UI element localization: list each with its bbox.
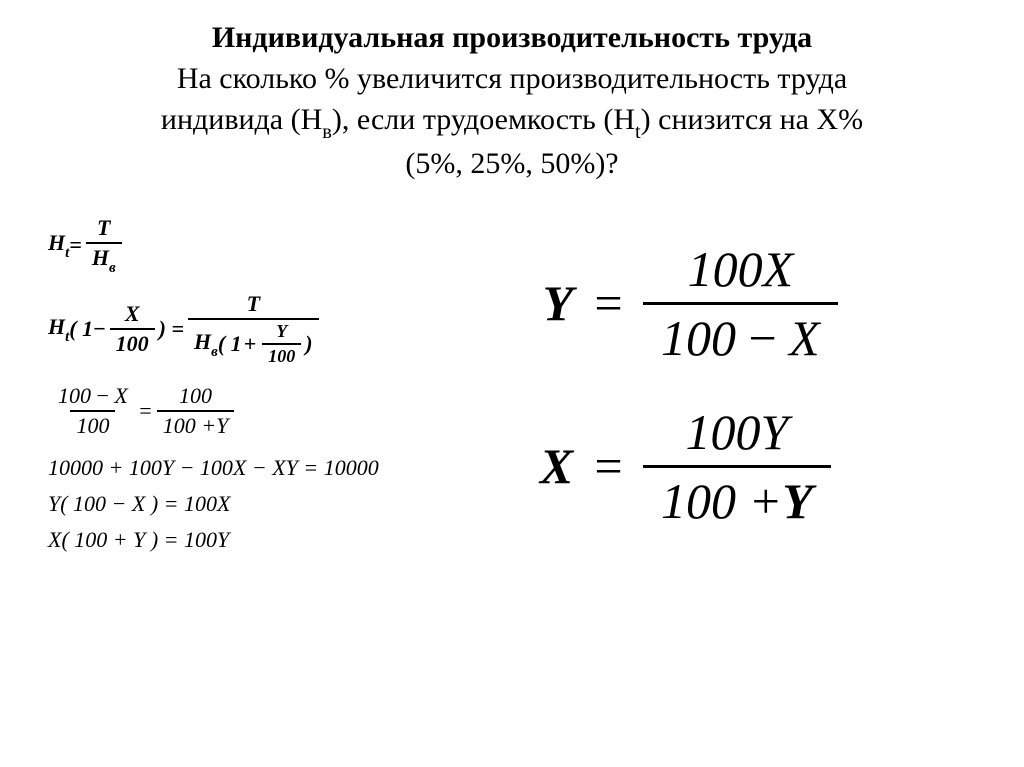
page-title: Индивидуальная производительность труда <box>40 18 984 57</box>
equation-1: Ht = T Hв <box>48 215 483 275</box>
eq2-ht: Ht <box>48 314 69 344</box>
eq2-rhs-fraction: T Hв ( 1 + Y 100 ) <box>188 291 319 367</box>
eq1-ht: Ht <box>48 230 69 260</box>
eq2-close-eq: ) = <box>159 316 184 342</box>
result-column: Y = 100X 100 − X X = 100Y 100 +Y <box>483 215 984 566</box>
eq1-equals: = <box>69 232 82 258</box>
eq3-lhs-frac: 100 − X 100 <box>52 383 134 439</box>
eq2-open: ( 1 <box>69 316 93 342</box>
result-x-fraction: 100Y 100 +Y <box>643 403 831 530</box>
result-y-equals: = <box>591 274 625 332</box>
subtitle-line-2b: ), если трудоемкость (Н <box>332 103 635 136</box>
eq2-frac-x: X 100 <box>110 301 155 357</box>
equation-3: 100 − X 100 = 100 100 +Y <box>48 383 483 439</box>
subscript-t: t <box>635 121 641 143</box>
subtitle-line-3: (5%, 25%, 50%)? <box>405 147 618 180</box>
result-x-equals: = <box>591 437 625 495</box>
result-y-fraction: 100X 100 − X <box>643 240 838 367</box>
subtitle-line-2c: ) снизится на X% <box>641 103 863 136</box>
subtitle-line-1: На сколько % увеличится производительнос… <box>177 62 847 95</box>
result-equation-y: Y = 100X 100 − X <box>493 240 984 367</box>
eq1-fraction: T Hв <box>86 215 122 275</box>
derivation-column: Ht = T Hв Ht ( 1 − X 100 ) = T <box>40 215 483 566</box>
eq3-equals: = <box>138 398 153 424</box>
subtitle-line-2a: индивида (Н <box>161 103 322 136</box>
content-area: Ht = T Hв Ht ( 1 − X 100 ) = T <box>40 215 984 566</box>
eq2-minus: − <box>93 316 106 342</box>
result-y-lhs: Y <box>493 274 573 332</box>
equation-5: Y( 100 − X ) = 100X <box>48 491 483 517</box>
result-equation-x: X = 100Y 100 +Y <box>493 403 984 530</box>
subscript-v: в <box>322 121 332 143</box>
equation-2: Ht ( 1 − X 100 ) = T Hв ( 1 + Y <box>48 291 483 367</box>
eq3-rhs-frac: 100 100 +Y <box>157 383 235 439</box>
equation-4: 10000 + 100Y − 100X − XY = 10000 <box>48 455 483 481</box>
equation-6: X( 100 + Y ) = 100Y <box>48 527 483 553</box>
page: Индивидуальная производительность труда … <box>0 0 1024 566</box>
result-x-lhs: X <box>493 437 573 495</box>
problem-statement: На сколько % увеличится производительнос… <box>40 59 984 185</box>
